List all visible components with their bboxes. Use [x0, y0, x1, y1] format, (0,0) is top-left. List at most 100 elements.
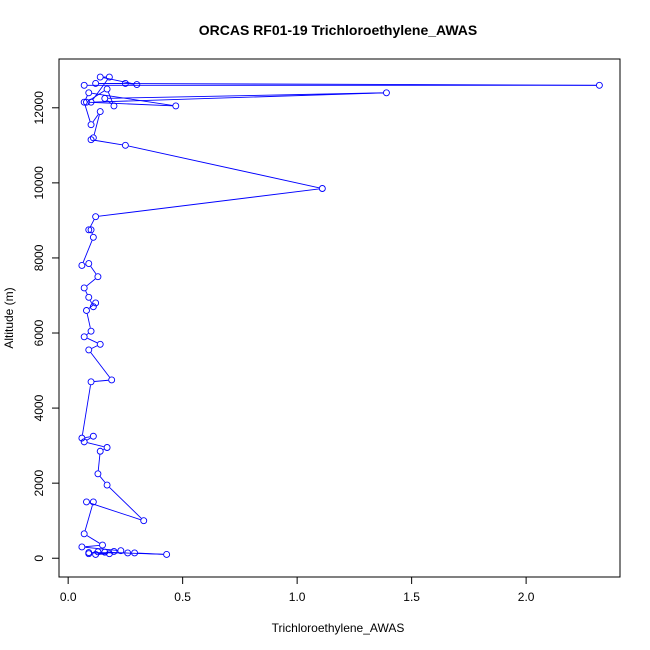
- data-point: [87, 327, 95, 335]
- data-point: [83, 498, 90, 506]
- data-point: [318, 185, 326, 192]
- series-segment: [103, 77, 134, 85]
- series-segment: [86, 437, 91, 441]
- x-tick-label: 1.5: [403, 590, 420, 604]
- data-point: [121, 141, 129, 149]
- data-point: [131, 549, 139, 557]
- data-point: [80, 438, 88, 446]
- data-point: [92, 299, 100, 307]
- series-segment: [87, 442, 104, 448]
- series-segment: [88, 304, 94, 309]
- data-point: [87, 121, 95, 129]
- data-point: [105, 73, 113, 81]
- y-tick-label: 4000: [32, 394, 46, 421]
- data-point: [80, 333, 88, 341]
- data-point: [96, 108, 104, 116]
- plot-frame: [58, 58, 621, 578]
- data-point: [96, 340, 104, 348]
- y-axis: 0 2000 4000 6000 8000 10000 12000: [32, 91, 60, 562]
- series-segment: [99, 82, 596, 86]
- data-point: [89, 134, 97, 142]
- data-point: [80, 284, 88, 292]
- series-layer: [81, 76, 596, 555]
- points-layer: [78, 73, 603, 558]
- data-point: [382, 89, 390, 97]
- series-segment: [99, 476, 106, 483]
- data-point: [96, 447, 104, 455]
- series-segment: [89, 502, 141, 521]
- data-point: [101, 94, 109, 102]
- data-point: [87, 378, 95, 386]
- data-point: [99, 541, 106, 549]
- data-point: [83, 98, 90, 106]
- y-tick-label: 2000: [32, 469, 46, 496]
- x-tick-label: 1.0: [289, 590, 306, 604]
- series-segment: [91, 345, 98, 349]
- data-point: [78, 261, 86, 269]
- series-segment: [89, 219, 95, 227]
- x-tick-label: 0.5: [174, 590, 191, 604]
- data-point: [85, 550, 93, 558]
- data-point: [121, 79, 129, 87]
- data-point: [96, 73, 104, 81]
- series-segment: [85, 544, 100, 548]
- series-segment: [109, 487, 142, 519]
- data-point: [101, 548, 109, 556]
- data-point: [80, 530, 88, 538]
- series-segment: [108, 92, 384, 99]
- data-point: [92, 213, 100, 221]
- data-point: [94, 548, 102, 556]
- series-segment: [87, 337, 98, 344]
- data-point: [140, 517, 148, 525]
- series-segment: [81, 385, 91, 435]
- series-segment: [128, 145, 320, 189]
- x-tick-label: 2.0: [518, 590, 535, 604]
- series-segment: [90, 266, 97, 275]
- x-axis-label: Trichloroethylene_AWAS: [272, 621, 405, 635]
- series-segment: [93, 114, 100, 135]
- series-segment: [82, 240, 93, 263]
- y-tick-label: 0: [32, 555, 46, 562]
- data-point: [103, 85, 111, 93]
- series-segment: [89, 300, 93, 304]
- series-segment: [85, 95, 88, 100]
- series-segment: [84, 105, 91, 122]
- data-point: [133, 81, 141, 88]
- series-segment: [89, 90, 105, 101]
- series-segment: [86, 278, 96, 287]
- data-point: [83, 307, 90, 314]
- chart-title: ORCAS RF01-19 Trichloroethylene_AWAS: [199, 22, 478, 38]
- y-tick-label: 6000: [32, 319, 46, 346]
- series-segment: [107, 92, 114, 103]
- data-point: [163, 551, 171, 558]
- series-segment: [94, 139, 123, 146]
- series-segment: [92, 114, 99, 123]
- data-point: [87, 98, 95, 106]
- y-axis-label: Altitude (m): [2, 287, 16, 348]
- data-point: [85, 293, 93, 301]
- series-segment: [97, 454, 101, 471]
- data-point: [78, 434, 86, 442]
- data-point: [78, 543, 86, 551]
- series-segment: [85, 290, 88, 295]
- series-segment: [84, 505, 93, 531]
- data-point: [89, 432, 97, 440]
- data-point: [94, 470, 102, 478]
- series-segment: [86, 332, 89, 335]
- data-point: [117, 547, 125, 555]
- data-point: [85, 260, 93, 268]
- data-point: [80, 98, 88, 106]
- data-point: [85, 346, 93, 354]
- series-segment: [85, 546, 118, 551]
- data-point: [110, 102, 118, 110]
- series-segment: [89, 101, 173, 107]
- data-point: [87, 226, 95, 234]
- series-segment: [90, 352, 110, 378]
- data-point: [595, 81, 603, 89]
- data-point: [89, 233, 97, 241]
- series-segment: [85, 436, 91, 439]
- y-tick-label: 10000: [32, 166, 46, 200]
- series-segment: [108, 551, 164, 555]
- x-axis: 0.0 0.5 1.0 1.5 2.0: [60, 576, 535, 604]
